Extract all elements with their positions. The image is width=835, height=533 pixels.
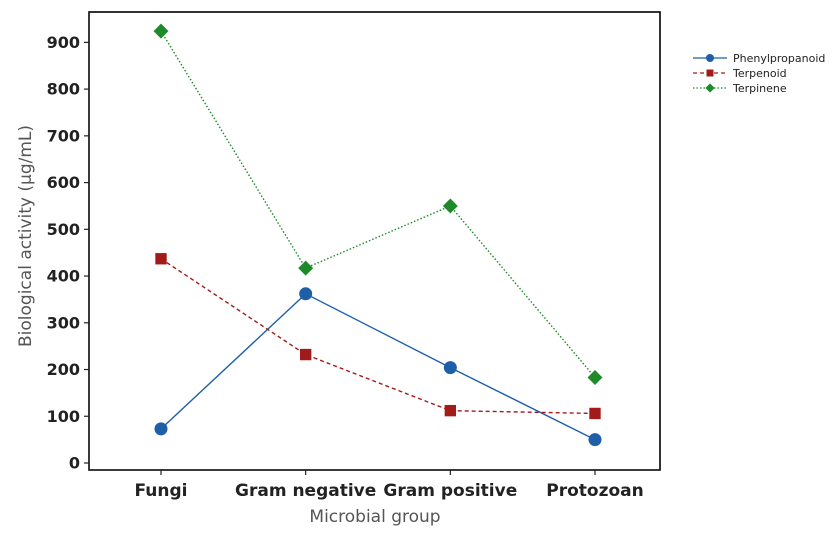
y-tick-label: 900	[47, 33, 80, 52]
y-tick-label: 0	[69, 453, 80, 472]
data-point-phenylpropanoid	[443, 361, 457, 375]
legend-marker-terpenoid	[706, 69, 714, 77]
data-point-terpenoid	[299, 348, 312, 361]
y-tick-label: 500	[47, 220, 80, 239]
series-line-terpinene	[160, 30, 596, 378]
y-tick-label: 400	[47, 267, 80, 286]
data-point-terpinene	[298, 260, 314, 276]
series-terpenoid	[155, 253, 601, 420]
data-point-phenylpropanoid	[299, 287, 313, 301]
data-point-terpinene	[587, 369, 603, 385]
series-line-phenylpropanoid	[160, 292, 596, 441]
data-point-phenylpropanoid	[588, 433, 602, 447]
series-line-terpenoid	[160, 258, 596, 415]
data-point-terpinene	[153, 23, 169, 39]
y-tick-label: 800	[47, 80, 80, 99]
data-point-terpenoid	[444, 404, 457, 417]
y-axis-title: Biological activity (µg/mL)	[16, 125, 36, 347]
legend-label-terpenoid: Terpenoid	[732, 67, 787, 80]
y-tick-label: 200	[47, 360, 80, 379]
x-tick-label: Protozoan	[546, 481, 643, 501]
y-tick-label: 100	[47, 407, 80, 426]
x-axis-title: Microbial group	[309, 507, 440, 527]
y-tick-label: 300	[47, 313, 80, 332]
x-tick-label: Gram negative	[235, 481, 376, 501]
data-point-phenylpropanoid	[154, 422, 168, 436]
x-tick-label: Fungi	[135, 481, 188, 501]
legend-marker-terpinene	[705, 83, 715, 93]
y-tick-label: 700	[47, 126, 80, 145]
plot-frame	[88, 11, 661, 471]
legend: Phenylpropanoid Terpenoid Terpinene	[693, 52, 825, 95]
x-tick-label: Gram positive	[383, 481, 517, 501]
data-point-terpenoid	[589, 407, 601, 420]
series-phenylpropanoid	[154, 287, 602, 447]
data-point-terpenoid	[155, 253, 167, 265]
y-tick-label: 600	[47, 173, 80, 192]
legend-marker-phenylpropanoid	[706, 54, 714, 62]
series-terpinene	[153, 23, 603, 385]
legend-label-phenylpropanoid: Phenylpropanoid	[733, 52, 825, 65]
data-point-terpinene	[442, 198, 458, 214]
legend-label-terpinene: Terpinene	[732, 82, 787, 95]
